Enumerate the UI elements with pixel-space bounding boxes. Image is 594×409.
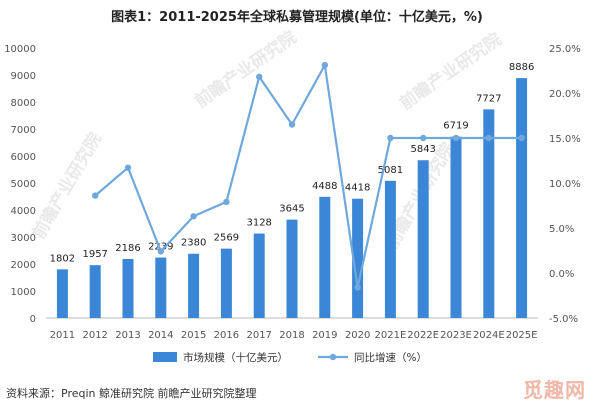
bar-value-label: 5843 [410, 144, 435, 155]
bar-value-label: 2239 [148, 242, 173, 253]
right-tick-label: 25.0% [549, 44, 581, 55]
x-tick-label: 2017 [246, 330, 271, 341]
right-tick-label: 10.0% [549, 179, 581, 190]
left-tick-label: 5000 [11, 179, 36, 190]
bar [253, 233, 265, 318]
line-point [321, 61, 328, 69]
bar [188, 253, 200, 318]
legend-bar-swatch [153, 352, 177, 362]
chart-title: 图表1：2011-2025年全球私募管理规模(单位：十亿美元，%) [111, 10, 483, 25]
x-tick-label: 2013 [115, 330, 140, 341]
line-point [256, 73, 263, 81]
legend-bar-label: 市场规模（十亿美元） [183, 351, 288, 364]
bar [319, 196, 331, 318]
left-tick-label: 9000 [11, 71, 36, 82]
right-tick-label: 15.0% [549, 134, 581, 145]
bar [155, 257, 167, 318]
bar [56, 269, 68, 318]
bar-value-label: 8886 [509, 62, 534, 73]
right-tick-label: 20.0% [549, 89, 581, 100]
left-tick-label: 4000 [11, 206, 36, 217]
left-tick-label: 2000 [11, 260, 36, 271]
line-point [157, 248, 164, 255]
x-tick-label: 2021E [375, 330, 407, 341]
left-tick-label: 6000 [11, 152, 36, 163]
bar-value-label: 5081 [378, 165, 403, 176]
line-point [190, 213, 197, 220]
right-tick-label: 5.0% [549, 224, 574, 235]
bar-value-label: 3645 [279, 204, 304, 215]
line-point [518, 134, 525, 142]
bar [417, 160, 429, 318]
watermark-text: 前瞻产业研究院 [191, 27, 301, 112]
x-tick-label: 2022E [407, 330, 439, 341]
bar-value-label: 6719 [443, 121, 468, 132]
bar [286, 219, 298, 318]
x-tick-label: 2014 [148, 330, 173, 341]
legend: 市场规模（十亿美元） 同比增速（%） [153, 351, 427, 364]
bar-value-label: 1957 [82, 249, 107, 260]
left-tick-label: 8000 [11, 98, 36, 109]
bar [450, 136, 462, 318]
corner-watermark: 觅趣网 [523, 378, 586, 402]
line-point [92, 192, 99, 199]
growth-line-path [94, 63, 522, 289]
bar-value-label: 2186 [115, 243, 140, 254]
line-point [288, 121, 296, 128]
bar [384, 180, 396, 318]
line-point [124, 164, 132, 171]
line-point [354, 284, 361, 291]
legend-line-marker [329, 353, 337, 361]
bar-value-label: 2569 [214, 233, 239, 244]
left-tick-label: 10000 [4, 44, 36, 55]
x-tick-label: 2018 [279, 330, 304, 341]
bar [89, 265, 101, 318]
line-point [387, 134, 394, 142]
bar-labels: 1802 1957 2186 2239 2380 2569 3128 3645 4488 4418… [50, 62, 535, 264]
left-axis-ticks: 0 1000 2000 3000 4000 5000 6000 7000 8000 9000 100… [4, 44, 36, 325]
line-point [452, 134, 460, 142]
x-tick-label: 2023E [440, 330, 472, 341]
bar [122, 258, 134, 318]
left-tick-label: 1000 [11, 287, 36, 298]
x-tick-label: 2025E [506, 330, 538, 341]
bar-value-label: 4488 [312, 181, 337, 192]
line-point [485, 134, 492, 142]
x-axis-ticks: 2011 2012 2013 2014 2015 2016 2017 2018 2019 2020… [50, 330, 538, 341]
line-point [223, 198, 230, 206]
bar-value-label: 2380 [181, 238, 206, 249]
legend-line-label: 同比增速（%） [354, 351, 427, 364]
source-note: 资料来源：Preqin 鲸准研究院 前瞻产业研究院整理 [6, 387, 257, 400]
x-tick-label: 2016 [214, 330, 239, 341]
right-tick-label: -5.0% [549, 314, 578, 325]
left-tick-label: 0 [30, 314, 36, 325]
bar-value-label: 4418 [345, 183, 370, 194]
bar [516, 78, 528, 318]
bar [220, 248, 232, 318]
bar-value-label: 1802 [50, 253, 75, 264]
right-tick-label: 0.0% [549, 269, 574, 280]
x-tick-label: 2019 [312, 330, 337, 341]
bar-series [56, 78, 528, 318]
x-tick-label: 2012 [82, 330, 107, 341]
right-axis-ticks: -5.0% 0.0% 5.0% 10.0% 15.0% 20.0% 25.0% [549, 44, 581, 325]
x-tick-label: 2024E [473, 330, 505, 341]
line-point [420, 134, 427, 142]
bar-value-label: 3128 [246, 218, 271, 229]
bar [352, 198, 364, 318]
bar [483, 109, 495, 318]
x-tick-label: 2020 [345, 330, 370, 341]
left-tick-label: 7000 [11, 125, 36, 136]
watermark-text: 前瞻产业研究院 [28, 129, 106, 243]
left-tick-label: 3000 [11, 233, 36, 244]
bar-value-label: 7727 [476, 93, 501, 104]
x-tick-label: 2015 [181, 330, 206, 341]
line-series [92, 61, 525, 291]
x-tick-label: 2011 [50, 330, 75, 341]
